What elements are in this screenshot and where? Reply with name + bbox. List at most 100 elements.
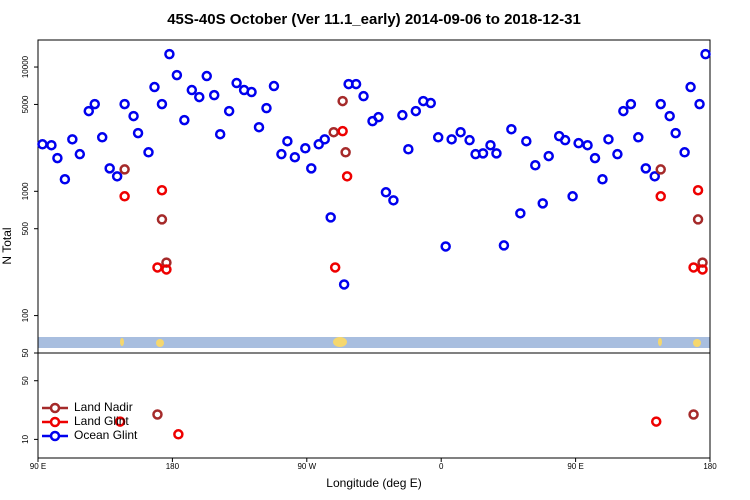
point (603, 134, 614, 145)
point (694, 98, 705, 110)
point (697, 264, 708, 275)
point (173, 429, 184, 440)
point (37, 139, 48, 150)
point (388, 195, 399, 206)
point (640, 163, 652, 174)
point (597, 174, 608, 185)
point (688, 409, 699, 420)
point (700, 48, 711, 60)
x-tick-label: 180 (703, 462, 717, 471)
point (208, 89, 220, 101)
point (530, 160, 541, 171)
point (156, 98, 168, 110)
lower-frame (37, 352, 711, 459)
point (446, 134, 457, 145)
point (618, 105, 629, 117)
point (67, 134, 78, 145)
point (543, 150, 554, 162)
point (440, 241, 451, 252)
point (655, 164, 666, 175)
point (171, 69, 183, 81)
point (319, 134, 330, 145)
legend-label: Ocean Glint (74, 428, 138, 442)
point (573, 137, 584, 149)
point (625, 98, 637, 110)
point (464, 134, 475, 146)
y-tick-label: 50 (21, 376, 30, 385)
y-tick-label: 5000 (21, 95, 30, 113)
point (685, 81, 696, 93)
point (289, 151, 301, 163)
point (655, 98, 666, 110)
land-mask-strip (38, 337, 710, 348)
y-tick-label: 10 (21, 434, 30, 443)
y-tick-label: 50 (21, 348, 30, 357)
point (432, 132, 444, 143)
point (338, 279, 350, 290)
point (306, 163, 317, 174)
point (679, 147, 690, 158)
point (692, 214, 704, 225)
x-tick-label: 180 (166, 462, 180, 471)
point (114, 416, 126, 427)
point (515, 208, 526, 219)
point (655, 191, 666, 202)
point (119, 164, 130, 175)
point (143, 147, 154, 158)
y-tick-label: 1000 (21, 182, 30, 200)
point (111, 171, 123, 182)
point (380, 187, 392, 198)
point (214, 128, 226, 140)
x-tick-label: 90 W (297, 462, 316, 471)
point (670, 127, 681, 139)
point (341, 171, 353, 182)
point (46, 139, 57, 151)
point (358, 90, 369, 102)
x-tick-label: 0 (439, 462, 444, 471)
point (589, 152, 601, 164)
point (223, 105, 235, 117)
point (300, 143, 311, 154)
point (403, 143, 414, 155)
point (455, 126, 466, 138)
point (397, 109, 408, 121)
point (506, 123, 517, 135)
point (128, 110, 139, 122)
point (650, 416, 662, 427)
point (83, 105, 95, 117)
legend-marker (49, 416, 61, 428)
point (350, 78, 362, 90)
point (246, 86, 257, 98)
point (373, 111, 384, 123)
legend-marker (49, 402, 61, 414)
point (253, 121, 265, 133)
point (164, 48, 175, 60)
point (179, 114, 190, 126)
point (425, 97, 436, 109)
point (491, 148, 502, 159)
legend-marker (49, 430, 61, 442)
point (119, 98, 130, 110)
point (152, 262, 163, 273)
point (52, 152, 63, 164)
point (268, 80, 280, 92)
x-tick-label: 90 E (567, 462, 583, 471)
point (149, 81, 160, 93)
point (261, 102, 272, 114)
point (313, 139, 324, 150)
legend-label: Land Glint (74, 414, 129, 428)
point (74, 148, 86, 160)
point (132, 127, 144, 139)
point (498, 240, 510, 251)
point (567, 191, 578, 202)
point (329, 262, 341, 273)
point (485, 139, 496, 151)
point (633, 132, 644, 143)
point (201, 70, 212, 82)
point (337, 95, 348, 107)
point (477, 148, 489, 159)
point (156, 184, 168, 196)
y-axis-label: N Total (0, 227, 14, 264)
point (325, 212, 336, 223)
